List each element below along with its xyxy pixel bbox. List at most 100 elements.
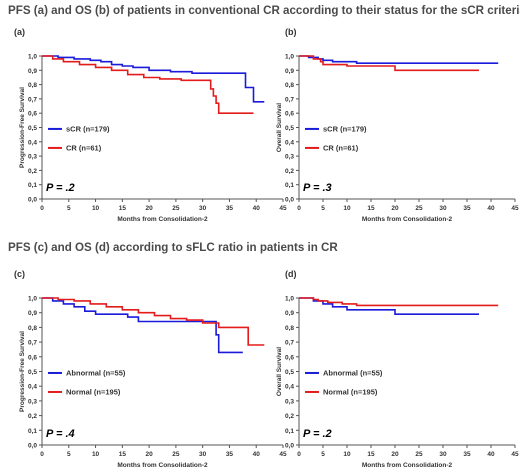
p-value-annotation: P = .3 (303, 182, 332, 194)
legend-label: Normal (n=195) (66, 387, 121, 396)
y-tick-label: 0,0 (28, 443, 37, 450)
y-tick-label: 0,7 (285, 340, 294, 347)
panel-label: (c) (14, 269, 25, 279)
x-tick-label: 25 (415, 451, 423, 458)
y-tick-label: 0,2 (285, 168, 294, 175)
series-line-blue (299, 55, 499, 64)
y-tick-label: 0,3 (28, 398, 37, 405)
y-tick-label: 0,0 (285, 443, 294, 450)
y-tick-label: 0,0 (28, 197, 37, 204)
x-tick-label: 25 (172, 451, 180, 458)
y-tick-label: 0,8 (285, 325, 294, 332)
panel-label: (b) (285, 27, 297, 37)
chart-panel-b: (b) 0,0 0,1 0,2 0,3 0,4 0,5 0,6 0,7 0,8 0,9 1,0 0 5 10… (276, 27, 519, 223)
y-tick-label: 0,9 (285, 68, 294, 75)
y-tick-label: 0,5 (285, 125, 294, 132)
x-axis-title: Months from Consolidation-2 (117, 216, 208, 223)
y-tick-label: 0,9 (28, 68, 37, 75)
x-axis-title: Months from Consolidation-2 (362, 216, 453, 223)
y-tick-label: 1,0 (28, 54, 37, 61)
y-tick-label: 0,2 (28, 413, 37, 420)
x-tick-label: 10 (343, 451, 351, 458)
x-tick-label: 40 (253, 205, 261, 212)
chart-panel-c: (c) 0,0 0,1 0,2 0,3 0,4 0,5 0,6 0,7 0,8 0,9 1,0 0 5 10… (14, 269, 287, 468)
y-axis-title: Progression-Free Survival (19, 87, 26, 168)
panel-label: (a) (14, 27, 25, 37)
section-title-top: PFS (a) and OS (b) of patients in conven… (8, 4, 520, 17)
y-tick-label: 0,7 (28, 340, 37, 347)
x-tick-label: 0 (297, 451, 301, 458)
series-line-red (299, 55, 479, 72)
y-tick-label: 1,0 (285, 54, 294, 61)
legend-label: Abnormal (n=55) (323, 368, 383, 377)
x-tick-label: 15 (367, 205, 375, 212)
x-tick-label: 35 (463, 451, 471, 458)
y-tick-label: 0,4 (285, 139, 294, 146)
x-tick-label: 30 (439, 451, 447, 458)
x-tick-label: 40 (487, 205, 495, 212)
chart-panel-d: (d) 0,0 0,1 0,2 0,3 0,4 0,5 0,6 0,7 0,8 0,9 1,0 0 5 10… (276, 269, 519, 468)
x-axis-title: Months from Consolidation-2 (362, 462, 453, 468)
y-tick-label: 0,3 (285, 154, 294, 161)
y-tick-label: 1,0 (285, 296, 294, 303)
x-tick-label: 45 (511, 205, 519, 212)
x-tick-label: 20 (145, 205, 153, 212)
panel-label: (d) (285, 269, 297, 279)
series-line-blue (299, 297, 479, 315)
x-tick-label: 10 (92, 451, 100, 458)
y-tick-label: 0,4 (28, 384, 37, 391)
x-tick-label: 5 (67, 451, 71, 458)
series-line-red (299, 297, 499, 307)
x-tick-label: 0 (40, 451, 44, 458)
y-tick-label: 0,0 (285, 197, 294, 204)
x-tick-label: 5 (321, 205, 325, 212)
legend-label: CR (n=61) (66, 143, 102, 152)
y-tick-label: 0,3 (28, 154, 37, 161)
y-tick-label: 0,4 (28, 139, 37, 146)
x-tick-label: 30 (199, 205, 207, 212)
x-tick-label: 15 (119, 451, 127, 458)
y-tick-label: 0,6 (28, 354, 37, 361)
y-tick-label: 1,0 (28, 296, 37, 303)
legend-label: Abnormal (n=55) (66, 368, 126, 377)
y-tick-label: 0,8 (28, 82, 37, 89)
series-line-blue (42, 297, 243, 354)
y-tick-label: 0,3 (285, 398, 294, 405)
p-value-annotation: P = .2 (46, 182, 75, 194)
p-value-annotation: P = .4 (46, 428, 75, 440)
x-tick-label: 30 (439, 205, 447, 212)
y-tick-label: 0,4 (285, 384, 294, 391)
series-line-blue (42, 55, 265, 103)
y-tick-label: 0,1 (28, 182, 37, 189)
y-tick-label: 0,5 (28, 125, 37, 132)
y-tick-label: 0,6 (28, 111, 37, 118)
x-axis-title: Months from Consolidation-2 (117, 462, 208, 468)
section-title-bottom: PFS (c) and OS (d) according to sFLC rat… (8, 241, 338, 254)
x-tick-label: 20 (391, 451, 399, 458)
y-tick-label: 0,1 (28, 428, 37, 435)
x-tick-label: 5 (321, 451, 325, 458)
x-tick-label: 20 (391, 205, 399, 212)
legend-label: CR (n=61) (323, 143, 359, 152)
x-tick-label: 15 (119, 205, 127, 212)
x-tick-label: 25 (172, 205, 180, 212)
x-tick-label: 20 (145, 451, 153, 458)
x-tick-label: 45 (279, 451, 287, 458)
y-tick-label: 0,2 (285, 413, 294, 420)
x-tick-label: 0 (297, 205, 301, 212)
y-tick-label: 0,5 (285, 369, 294, 376)
x-tick-label: 45 (279, 205, 287, 212)
x-tick-label: 45 (511, 451, 519, 458)
x-tick-label: 35 (226, 205, 234, 212)
x-tick-label: 40 (487, 451, 495, 458)
y-axis-title: Overall Survival (276, 103, 283, 152)
x-tick-label: 5 (67, 205, 71, 212)
y-tick-label: 0,8 (285, 82, 294, 89)
y-axis-title: Progression-Free Survival (19, 331, 26, 412)
y-axis-title: Overall Survival (276, 347, 283, 396)
x-tick-label: 15 (367, 451, 375, 458)
y-tick-label: 0,9 (285, 310, 294, 317)
y-tick-label: 0,7 (285, 96, 294, 103)
y-tick-label: 0,9 (28, 310, 37, 317)
